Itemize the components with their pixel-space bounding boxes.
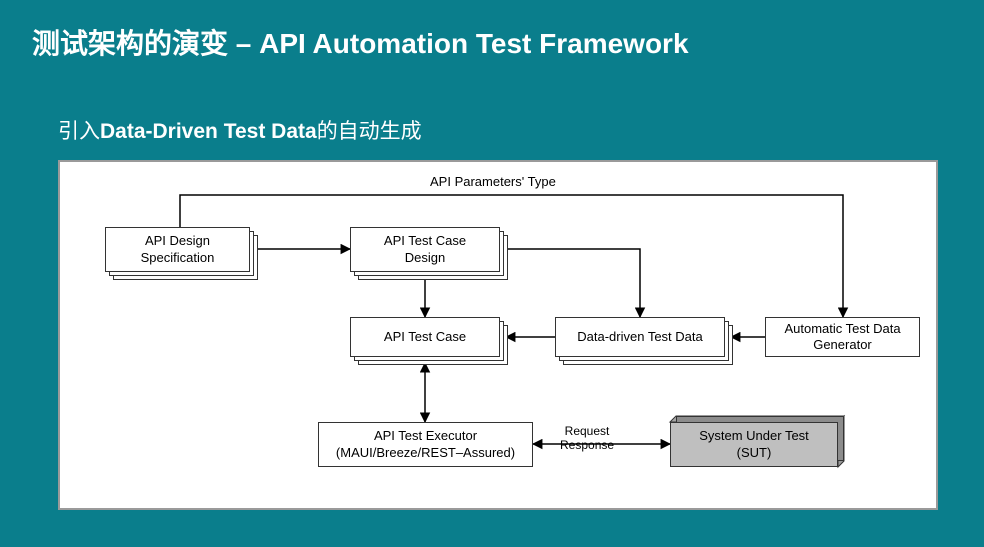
top-label: API Parameters' Type (430, 174, 556, 189)
node-sut: System Under Test(SUT) (670, 422, 838, 467)
edge-label-e_exec_sut: RequestResponse (560, 424, 614, 453)
subtitle-pre: 引入 (58, 120, 100, 143)
node-testcase: API Test Case (350, 317, 500, 357)
node-executor: API Test Executor(MAUI/Breeze/REST–Assur… (318, 422, 533, 467)
node-design: API Test CaseDesign (350, 227, 500, 272)
edge-e3 (506, 249, 640, 317)
subtitle: 引入Data-Driven Test Data的自动生成 (58, 115, 422, 145)
node-spec: API DesignSpecification (105, 227, 250, 272)
node-generator: Automatic Test DataGenerator (765, 317, 920, 357)
slide-title: 测试架构的演变 – API Automation Test Framework (32, 22, 689, 62)
edge-e_top_to_gen (180, 195, 843, 317)
subtitle-bold: Data-Driven Test Data (100, 120, 317, 143)
subtitle-post: 的自动生成 (317, 120, 422, 143)
node-datadriven: Data-driven Test Data (555, 317, 725, 357)
diagram-frame: API Parameters' Type API DesignSpecifica… (58, 160, 938, 510)
